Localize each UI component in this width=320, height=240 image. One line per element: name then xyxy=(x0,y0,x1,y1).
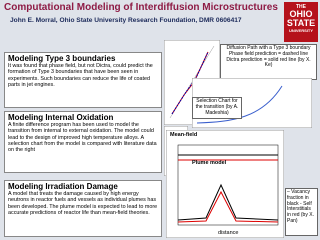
title: Computational Modeling of Interdiffusion… xyxy=(4,2,278,13)
section: Modeling Internal Oxidation A finite dif… xyxy=(4,111,162,173)
section: Modeling Irradiation Damage A model that… xyxy=(4,180,162,237)
callout: Selection Chart for the transition (by A… xyxy=(192,97,242,119)
logo-text: UNIVERSITY xyxy=(288,28,313,33)
callout: – Vacancy fraction in black - Self Inter… xyxy=(285,188,318,236)
plot-label: Plume model xyxy=(192,160,227,166)
body: A model that treats the damage caused by… xyxy=(8,191,158,216)
logo-text: THE xyxy=(296,4,306,10)
logo-text: STATE xyxy=(286,18,316,28)
body: It was found that phase field, but not D… xyxy=(8,63,153,88)
heading: Modeling Type 3 boundaries xyxy=(8,54,116,63)
axes xyxy=(177,144,279,226)
section: Modeling Type 3 boundaries It was found … xyxy=(4,52,162,108)
plot-label: Mean-field xyxy=(170,132,198,138)
logo: THE OHIO STATE UNIVERSITY xyxy=(284,2,318,42)
heading: Modeling Irradiation Damage xyxy=(8,182,118,191)
curve xyxy=(177,190,279,223)
curve xyxy=(196,85,283,124)
irradiation-plot xyxy=(166,130,284,238)
heading: Modeling Internal Oxidation xyxy=(8,113,114,122)
axis-label: distance xyxy=(218,230,239,236)
curve xyxy=(177,183,279,221)
logo-text: OHIO xyxy=(289,9,313,19)
subtitle: John E. Morral, Ohio State University Re… xyxy=(10,17,242,24)
frame xyxy=(166,130,284,238)
callout: Diffusion Path with a Type 3 boundary Ph… xyxy=(220,44,317,80)
body: A finite difference program has been use… xyxy=(8,122,157,154)
curve xyxy=(171,51,209,115)
